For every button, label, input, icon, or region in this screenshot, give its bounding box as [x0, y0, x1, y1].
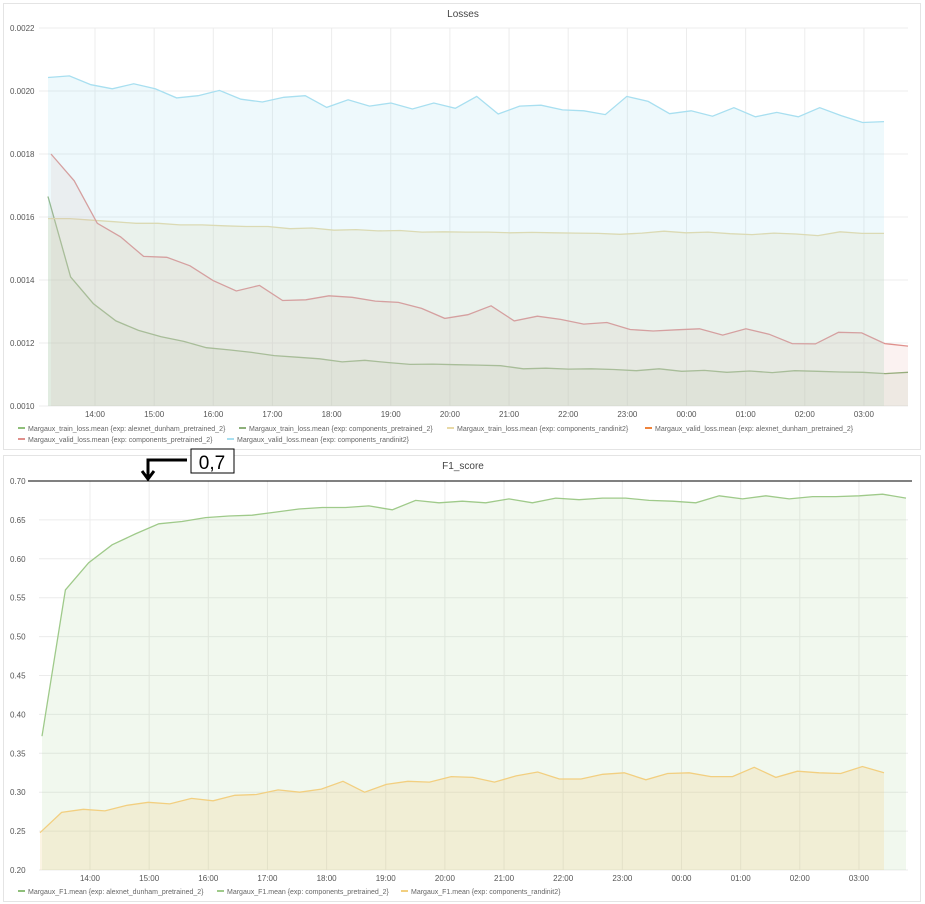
chart-title: F1_score: [442, 461, 484, 472]
series-area-margaux-train-loss-mean-exp-components-pretrained-2: [48, 196, 908, 406]
x-tick-label: 16:00: [203, 410, 224, 419]
legend-entry[interactable]: Margaux_valid_loss.mean {exp: alexnet_du…: [655, 426, 854, 433]
series-line-margaux-f1-mean-exp-components-randinit2: [39, 765, 885, 834]
legend-entry[interactable]: Margaux_train_loss.mean {exp: components…: [249, 426, 433, 433]
x-tick-label: 03:00: [849, 874, 870, 883]
y-tick-label: 0.25: [10, 827, 26, 836]
x-tick-label: 20:00: [440, 410, 461, 419]
y-tick-label: 0.0010: [10, 402, 35, 411]
y-tick-label: 0.0018: [10, 150, 35, 159]
legend-entry[interactable]: Margaux_F1.mean {exp: components_randini…: [411, 889, 561, 896]
series-area-margaux-valid-loss-mean-exp-components-randinit2: [48, 75, 884, 407]
y-tick-label: 0.0022: [10, 24, 35, 33]
y-tick-label: 0.30: [10, 788, 26, 797]
chart-title: Losses: [447, 9, 479, 20]
x-tick-label: 22:00: [553, 874, 574, 883]
series-line-margaux-train-loss-mean-exp-components-randinit2: [48, 217, 884, 237]
x-tick-label: 23:00: [617, 410, 638, 419]
y-tick-label: 0.70: [10, 477, 26, 486]
legend-entry[interactable]: Margaux_train_loss.mean {exp: components…: [457, 426, 629, 433]
x-tick-label: 01:00: [731, 874, 752, 883]
y-tick-label: 0.0020: [10, 87, 35, 96]
x-tick-label: 02:00: [795, 410, 816, 419]
x-tick-label: 18:00: [317, 874, 338, 883]
legend-entry[interactable]: Margaux_F1.mean {exp: components_pretrai…: [227, 889, 390, 896]
series-area-margaux-f1-mean-exp-components-pretrained-2: [42, 494, 906, 870]
series-area-margaux-train-loss-mean-exp-components-randinit2: [48, 218, 884, 406]
y-tick-label: 0.45: [10, 672, 26, 681]
losses-chart: Losses 0.0010 0.0012 0.0014 0.0016 0.0018 0.00…: [10, 9, 909, 444]
x-tick-label: 01:00: [736, 410, 757, 419]
x-tick-label: 03:00: [854, 410, 875, 419]
x-tick-label: 15:00: [144, 410, 165, 419]
x-tick-label: 00:00: [671, 874, 692, 883]
x-tick-label: 15:00: [139, 874, 160, 883]
f1-score-chart: F1_score 0.20 0.25 0.30 0.35 0.40 0.45 0.50 0.55…: [10, 461, 908, 896]
series-line-margaux-train-loss-mean-exp-components-pretrained-2: [47, 196, 909, 375]
y-tick-label: 0.0012: [10, 339, 35, 348]
x-tick-label: 20:00: [435, 874, 456, 883]
y-tick-label: 0.65: [10, 516, 26, 525]
x-tick-label: 00:00: [676, 410, 697, 419]
f1-score-panel: F1_score 0.20 0.25 0.30 0.35 0.40 0.45 0.50 0.55…: [3, 455, 921, 902]
x-tick-label: 21:00: [499, 410, 520, 419]
series-line-margaux-f1-mean-exp-components-pretrained-2: [41, 493, 907, 737]
y-tick-label: 0.55: [10, 594, 26, 603]
legend-entry[interactable]: Margaux_valid_loss.mean {exp: components…: [237, 437, 410, 444]
x-tick-label: 18:00: [322, 410, 343, 419]
legend-entry[interactable]: Margaux_F1.mean {exp: alexnet_dunham_pre…: [28, 889, 204, 896]
x-tick-label: 16:00: [198, 874, 219, 883]
y-tick-label: 0.60: [10, 555, 26, 564]
y-tick-label: 0.20: [10, 866, 26, 875]
series-area-margaux-f1-mean-exp-components-randinit2: [40, 766, 884, 870]
x-tick-label: 14:00: [85, 410, 106, 419]
legend-entry[interactable]: Margaux_train_loss.mean {exp: alexnet_du…: [28, 426, 226, 433]
y-tick-label: 0.0016: [10, 213, 35, 222]
x-tick-label: 17:00: [262, 410, 283, 419]
x-tick-label: 19:00: [381, 410, 402, 419]
x-tick-label: 17:00: [257, 874, 278, 883]
x-tick-label: 22:00: [558, 410, 579, 419]
x-tick-label: 19:00: [376, 874, 397, 883]
y-tick-label: 0.40: [10, 710, 26, 719]
series-line-margaux-valid-loss-mean-exp-components-randinit2: [47, 75, 885, 124]
x-tick-label: 14:00: [80, 874, 101, 883]
x-tick-label: 02:00: [790, 874, 811, 883]
x-tick-label: 23:00: [612, 874, 633, 883]
legend-entry[interactable]: Margaux_valid_loss.mean {exp: components…: [28, 437, 213, 444]
series-line-margaux-valid-loss-mean-exp-components-pretrained-2: [50, 153, 909, 347]
y-tick-label: 0.50: [10, 633, 26, 642]
series-area-margaux-valid-loss-mean-exp-components-pretrained-2: [51, 154, 908, 406]
y-tick-label: 0.35: [10, 749, 26, 758]
y-tick-label: 0.0014: [10, 276, 35, 285]
x-tick-label: 21:00: [494, 874, 515, 883]
losses-panel: Losses 0.0010 0.0012 0.0014 0.0016 0.0018 0.00…: [3, 3, 921, 450]
